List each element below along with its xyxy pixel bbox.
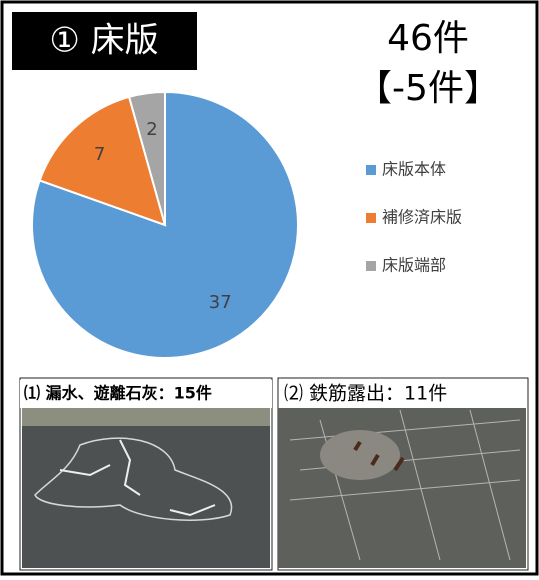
data-label: 7 (94, 144, 105, 165)
pie-slice (38, 95, 167, 227)
photo-caption: ⑵ 鉄筋露出：11件 (284, 383, 447, 405)
photo (22, 408, 270, 568)
pie-slice (127, 90, 166, 226)
data-label: 2 (146, 119, 157, 140)
legend-swatch (366, 165, 376, 175)
caption-bg (20, 380, 272, 408)
chart-title: ① 床版 (49, 21, 158, 61)
title-badge (12, 12, 197, 70)
photo-detail (59, 439, 216, 517)
legend-label: 床版本体 (382, 160, 446, 179)
photo (278, 408, 526, 568)
change: 【-5件】 (356, 68, 500, 109)
legend-swatch (366, 213, 376, 223)
legend-label: 床版端部 (382, 256, 446, 275)
photo-detail (320, 430, 400, 480)
photo-caption: ⑴ 漏水、遊離石灰：15件 (24, 384, 212, 403)
pie: 37 7 2 (31, 90, 299, 359)
legend-label: 補修済床版 (382, 208, 462, 227)
legend-swatch (366, 261, 376, 271)
photo-detail (34, 437, 233, 521)
photo-detail (22, 408, 270, 426)
photo-detail (289, 409, 521, 561)
photo-detail (353, 440, 405, 472)
total: 46件 (387, 18, 469, 59)
data-label: 37 (209, 292, 232, 313)
